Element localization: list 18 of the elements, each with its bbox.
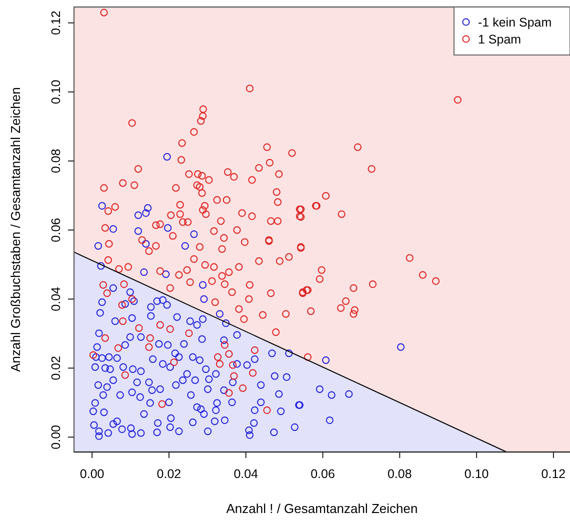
y-axis-title: Anzahl Großbuchstaben / Gesamtanzahl Zeichen <box>8 87 23 372</box>
y-tick-label: 0.12 <box>49 10 63 36</box>
x-tick-label: 0.08 <box>387 467 412 481</box>
legend-label: -1 kein Spam <box>478 15 552 30</box>
x-tick-label: 0.12 <box>541 467 566 481</box>
x-tick-label: 0.10 <box>464 467 489 481</box>
y-tick-label: 0.10 <box>49 80 63 104</box>
x-tick-label: 0.04 <box>234 467 258 481</box>
x-tick-label: 0.06 <box>310 467 335 481</box>
x-tick-label: 0.00 <box>80 467 104 481</box>
legend-label: 1 Spam <box>478 32 522 46</box>
y-tick-label: 0.04 <box>49 286 63 312</box>
y-tick-label: 0.08 <box>49 148 63 174</box>
x-tick-label: 0.02 <box>156 467 182 481</box>
y-tick-label: 0.00 <box>49 424 63 450</box>
y-tick-label: 0.02 <box>49 356 63 380</box>
y-tick-label: 0.06 <box>49 218 63 242</box>
x-axis-title: Anzahl ! / Gesamtanzahl Zeichen <box>226 501 418 516</box>
